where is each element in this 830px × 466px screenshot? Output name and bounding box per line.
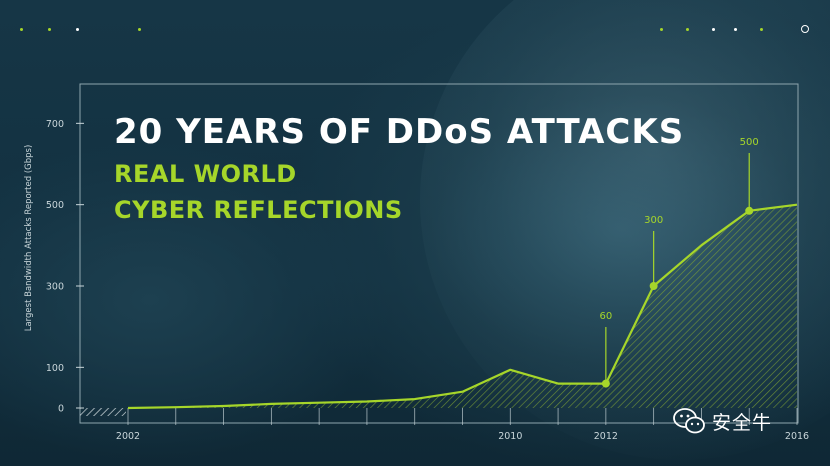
decor-ring bbox=[801, 25, 809, 33]
x-tick-label: 2010 bbox=[498, 431, 522, 442]
annotation-point bbox=[745, 206, 754, 215]
y-axis-ticks: 0 100 300 500 700 bbox=[46, 119, 84, 415]
y-tick-label: 0 bbox=[58, 404, 64, 415]
y-tick-label: 700 bbox=[46, 119, 64, 130]
pre-2002-hatch bbox=[80, 408, 126, 416]
plot-frame bbox=[79, 83, 799, 424]
annotation-point bbox=[649, 282, 658, 290]
annotation-point bbox=[601, 379, 610, 388]
watermark-text: 安全牛 bbox=[712, 411, 773, 434]
annotations: 60 300 500 bbox=[599, 137, 759, 388]
chart-subtitle-line2: CYBER REFLECTIONS bbox=[114, 196, 403, 224]
decor-dot bbox=[760, 28, 763, 31]
decor-dot bbox=[48, 28, 51, 31]
x-axis-ticks: 2002 2010 2012 2016 bbox=[116, 408, 809, 442]
wechat-icon bbox=[673, 408, 705, 434]
y-tick-label: 300 bbox=[46, 282, 64, 293]
y-tick-label: 500 bbox=[46, 200, 64, 211]
annotation-label: 60 bbox=[599, 311, 612, 322]
decor-dot bbox=[686, 28, 689, 31]
chart-subtitle-line1: REAL WORLD bbox=[114, 160, 297, 188]
x-tick-label: 2016 bbox=[785, 431, 809, 442]
decor-dot bbox=[734, 28, 737, 31]
series-area bbox=[128, 204, 797, 408]
decor-dot bbox=[712, 28, 715, 31]
x-tick-label: 2002 bbox=[116, 431, 140, 442]
decor-dot bbox=[20, 28, 23, 31]
y-tick-label: 100 bbox=[46, 363, 64, 374]
title-block: 20 YEARS OF DDoS ATTACKS REAL WORLD CYBE… bbox=[114, 112, 684, 228]
decor-dot bbox=[660, 28, 663, 31]
x-tick-label: 2012 bbox=[594, 431, 618, 442]
chart-title: 20 YEARS OF DDoS ATTACKS bbox=[114, 112, 685, 152]
watermark: 安全牛 bbox=[672, 406, 772, 436]
annotation-label: 300 bbox=[644, 215, 663, 226]
y-axis-label: Largest Bandwidth Attacks Reported (Gbps… bbox=[24, 145, 34, 332]
annotation-label: 500 bbox=[740, 137, 759, 148]
series-line bbox=[127, 203, 798, 410]
decor-dot bbox=[76, 28, 79, 31]
decor-dot bbox=[138, 28, 141, 31]
